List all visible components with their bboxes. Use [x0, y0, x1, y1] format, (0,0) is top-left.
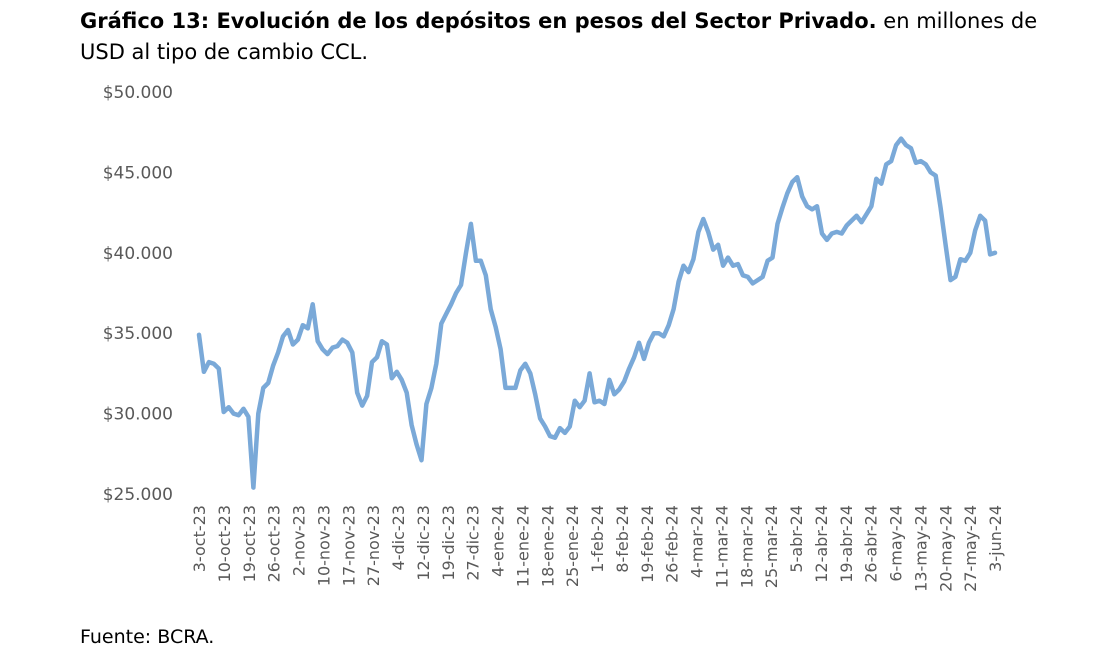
series-line	[196, 136, 998, 490]
chart-title-bold: Gráfico 13: Evolución de los depósitos e…	[80, 9, 877, 33]
x-tick-label: 4-ene-24	[489, 505, 508, 577]
y-tick-label: $25.000	[103, 485, 173, 505]
x-tick-label: 1-feb-24	[588, 505, 607, 573]
x-tick-label: 25-ene-24	[563, 505, 582, 587]
x-tick-label: 3-oct-23	[190, 505, 209, 572]
x-tick-label: 25-mar-24	[762, 505, 781, 588]
x-tick-label: 6-may-24	[887, 505, 906, 582]
x-tick-label: 10-oct-23	[215, 505, 234, 582]
source-note: Fuente: BCRA.	[80, 626, 215, 648]
x-tick-label: 12-dic-23	[414, 505, 433, 581]
x-tick-label: 4-mar-24	[688, 505, 707, 578]
y-axis: $25.000 $30.000 $35.000 $40.000 $45.000 $50.0…	[103, 83, 173, 505]
x-tick-label: 27-dic-23	[464, 505, 483, 581]
x-tick-label: 8-feb-24	[613, 505, 632, 573]
chart-title-rest: en millones de USD al tipo de cambio CCL…	[80, 9, 1038, 64]
x-tick-label: 18-ene-24	[538, 505, 557, 587]
x-tick-label: 27-nov-23	[364, 505, 383, 586]
x-tick-label: 26-oct-23	[265, 505, 284, 582]
x-tick-label: 10-nov-23	[314, 505, 333, 586]
series-group	[196, 136, 998, 490]
x-tick-label: 19-dic-23	[439, 505, 458, 581]
x-tick-label: 17-nov-23	[339, 505, 358, 586]
y-tick-label: $50.000	[103, 83, 173, 103]
x-tick-label: 3-jun-24	[986, 505, 1005, 572]
x-tick-label: 26-abr-24	[862, 505, 881, 583]
y-tick-label: $45.000	[103, 163, 173, 183]
x-tick-label: 5-abr-24	[787, 505, 806, 573]
x-tick-label: 20-may-24	[936, 505, 955, 592]
y-tick-label: $35.000	[103, 324, 173, 344]
x-tick-label: 12-abr-24	[812, 505, 831, 583]
x-tick-label: 4-dic-23	[389, 505, 408, 570]
line-chart: $25.000 $30.000 $35.000 $40.000 $45.000 $50.0…	[103, 83, 1005, 592]
x-tick-label: 19-oct-23	[240, 505, 259, 582]
x-tick-label: 26-feb-24	[663, 505, 682, 583]
x-tick-label: 2-nov-23	[290, 505, 309, 576]
y-tick-label: $30.000	[103, 405, 173, 425]
x-tick-label: 11-ene-24	[513, 505, 532, 587]
x-tick-label: 19-feb-24	[638, 505, 657, 583]
x-tick-label: 13-may-24	[911, 505, 930, 592]
x-tick-label: 11-mar-24	[712, 505, 731, 588]
x-tick-label: 27-may-24	[961, 505, 980, 592]
x-tick-label: 19-abr-24	[837, 505, 856, 583]
x-tick-label: 18-mar-24	[737, 505, 756, 588]
chart-title: Gráfico 13: Evolución de los depósitos e…	[80, 6, 1040, 68]
x-axis: 3-oct-23 10-oct-23 19-oct-23 26-oct-23 2-nov…	[190, 505, 1005, 592]
y-tick-label: $40.000	[103, 244, 173, 264]
